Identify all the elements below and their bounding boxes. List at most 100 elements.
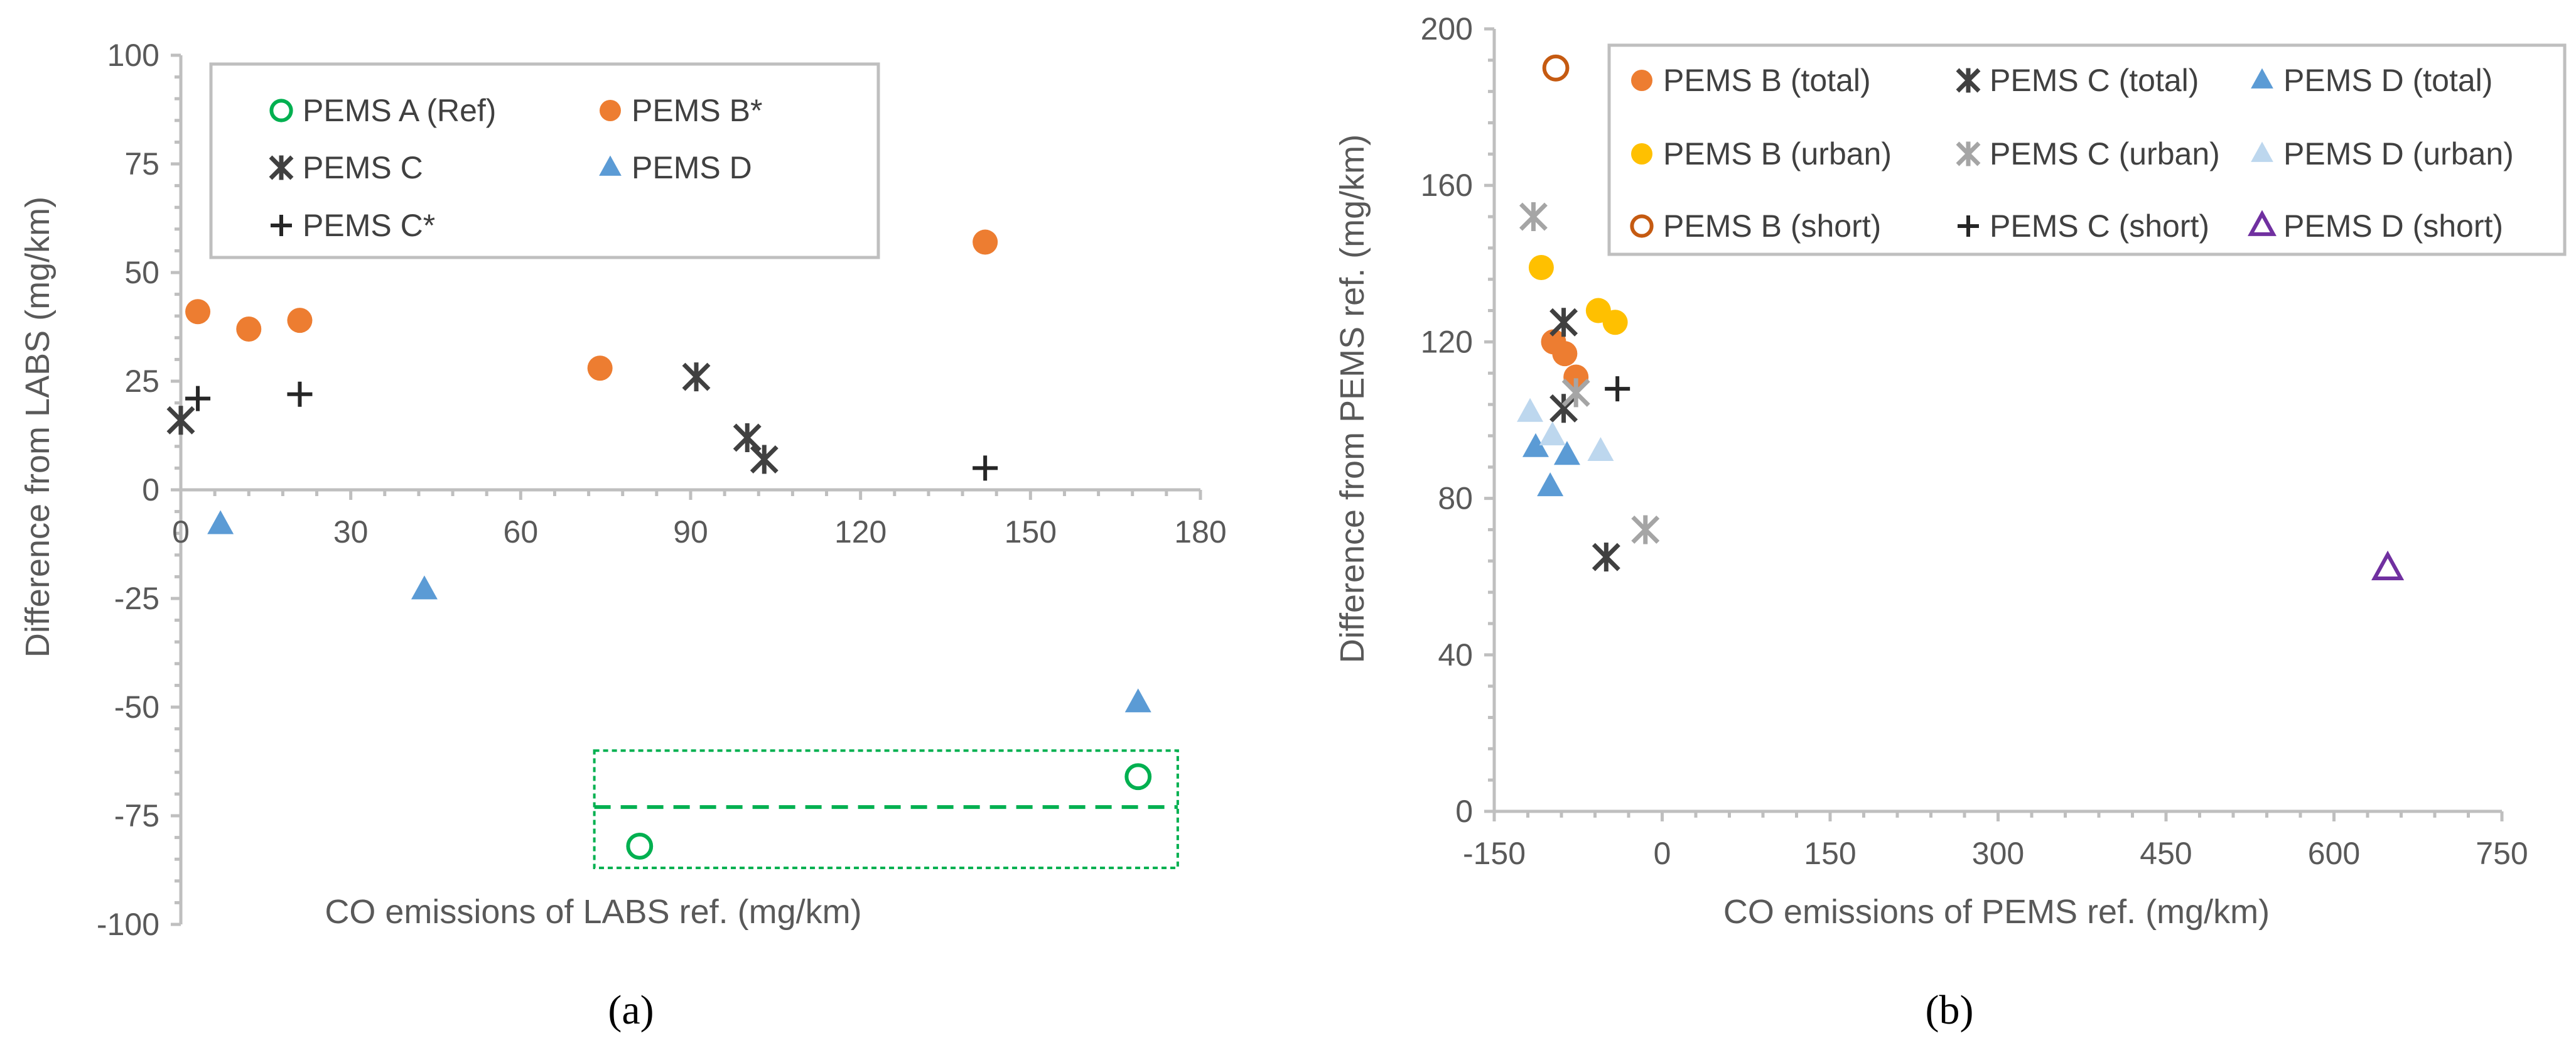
legend-label-pems-c: PEMS C	[303, 150, 423, 185]
y-tick-label: -75	[114, 798, 159, 833]
legend-label-pems-c-total: PEMS C (total)	[1990, 63, 2199, 98]
x-tick-label: 150	[1804, 836, 1856, 871]
data-point-pems-b-total	[1552, 341, 1578, 367]
legend-marker-pems-b-short	[1630, 214, 1654, 238]
legend-label-pems-b-short: PEMS B (short)	[1663, 208, 1881, 244]
legend-label-pems-a-ref: PEMS A (Ref)	[303, 93, 496, 128]
legend-marker-pems-c-total	[1956, 68, 1981, 93]
y-tick-label: 40	[1438, 637, 1473, 673]
legend-label-pems-b-total: PEMS B (total)	[1663, 63, 1871, 98]
x-tick-label: 600	[2308, 836, 2360, 871]
y-tick-label: 0	[1455, 794, 1473, 829]
data-point-pems-b	[185, 299, 211, 325]
legend-marker-pems-d-urban	[2251, 141, 2273, 162]
legend-label-pems-b-urban: PEMS B (urban)	[1663, 136, 1892, 171]
data-point-pems-b-urban	[1602, 310, 1628, 335]
x-axis-title: CO emissions of PEMS ref. (mg/km)	[1723, 893, 2270, 931]
y-tick-label: 160	[1421, 168, 1473, 203]
caption-a: (a)	[608, 987, 654, 1033]
legend-box	[209, 62, 880, 259]
chart-b: 0 40 80 120 160 200 -150 0 150 300 450 600 750 CO emi…	[1334, 11, 2567, 931]
legend-marker-pems-d-short	[2248, 210, 2277, 236]
legend-box	[1607, 43, 2567, 256]
legend-label-pems-c-urban: PEMS C (urban)	[1990, 136, 2220, 171]
y-tick-label: 0	[142, 472, 159, 507]
data-point-pems-d-short	[2371, 550, 2405, 580]
y-tick-label: 50	[124, 255, 159, 290]
legend-marker-pems-c-urban	[1956, 141, 1981, 166]
data-point-pems-d	[1124, 688, 1151, 713]
legend-marker-pems-d	[599, 155, 622, 176]
y-tick-label: 80	[1438, 481, 1473, 516]
legend-marker-pems-b	[600, 100, 621, 121]
data-point-pems-c	[733, 423, 762, 452]
y-tick-label: -100	[97, 907, 159, 942]
x-tick-label: 120	[834, 514, 887, 549]
legend-label-pems-c-short: PEMS C (short)	[1990, 208, 2209, 244]
y-axis-title: Difference from PEMS ref. (mg/km)	[1334, 134, 1371, 663]
x-tick-label: 0	[1654, 836, 1671, 871]
data-point-pems-b-short	[1542, 54, 1570, 82]
data-point-pems-d-total	[1522, 433, 1549, 457]
legend-label-pems-b: PEMS B*	[632, 93, 762, 128]
y-axis-title: Difference from LABS (mg/km)	[19, 197, 57, 658]
legend-label-pems-d: PEMS D	[632, 150, 752, 185]
legend-label-pems-c: PEMS C*	[303, 208, 435, 243]
x-tick-label: 750	[2476, 836, 2528, 871]
data-point-pems-c-urban	[1631, 515, 1660, 544]
data-point-pems-b	[973, 229, 998, 255]
data-point-pems-c-short	[1605, 376, 1630, 402]
legend-marker-pems-a-ref	[269, 99, 293, 122]
data-point-pems-a-ref	[626, 833, 654, 860]
data-point-pems-d-total	[1553, 441, 1580, 465]
data-point-pems-d-urban	[1587, 437, 1614, 462]
data-point-pems-d-total	[1537, 472, 1564, 497]
x-tick-label: 300	[1972, 836, 2024, 871]
legend-label-pems-d-short: PEMS D (short)	[2283, 208, 2503, 244]
data-point-pems-c-total	[1592, 543, 1620, 572]
data-point-pems-c	[287, 381, 313, 407]
data-point-pems-a-ref	[1124, 763, 1152, 791]
data-point-pems-c-urban	[1519, 202, 1548, 232]
y-tick-label: 25	[124, 364, 159, 399]
x-tick-label: -150	[1463, 836, 1526, 871]
data-point-pems-b	[236, 316, 262, 342]
x-tick-label: 0	[172, 514, 190, 549]
data-point-pems-d	[207, 510, 234, 534]
data-point-pems-d-urban	[1517, 398, 1544, 422]
x-tick-label: 450	[2140, 836, 2192, 871]
data-point-pems-c-total	[1549, 308, 1578, 337]
legend-label-pems-d-urban: PEMS D (urban)	[2283, 136, 2514, 171]
legend-marker-pems-b-urban	[1631, 143, 1652, 165]
y-tick-label: 75	[124, 146, 159, 181]
x-tick-label: 90	[673, 514, 708, 549]
data-point-pems-b-urban	[1528, 255, 1554, 281]
data-point-pems-c	[750, 445, 779, 474]
data-point-pems-c	[973, 455, 998, 481]
y-tick-label: -25	[114, 581, 159, 616]
legend-marker-pems-b-total	[1631, 70, 1652, 91]
legend-label-pems-d-total: PEMS D (total)	[2283, 63, 2492, 98]
legend-marker-pems-d-total	[2251, 68, 2273, 89]
legend-marker-pems-c	[269, 155, 294, 180]
x-tick-label: 180	[1174, 514, 1226, 549]
y-tick-label: -50	[114, 690, 159, 725]
x-tick-label: 30	[333, 514, 369, 549]
data-point-pems-c	[682, 362, 711, 392]
legend-marker-pems-c-short	[1958, 215, 1979, 237]
x-axis-title: CO emissions of LABS ref. (mg/km)	[325, 893, 861, 931]
reference-range-box	[593, 749, 1179, 870]
y-tick-label: 200	[1421, 11, 1473, 46]
x-tick-label: 150	[1005, 514, 1057, 549]
y-tick-label: 120	[1421, 324, 1473, 359]
caption-b: (b)	[1926, 987, 1974, 1033]
data-point-pems-c	[166, 406, 195, 435]
data-point-pems-d	[411, 575, 438, 600]
x-tick-label: 60	[504, 514, 539, 549]
data-point-pems-c	[185, 386, 211, 411]
y-tick-label: 100	[107, 38, 159, 73]
chart-a: -100 -75 -50 -25 0 25 50 75 100 0 30 60 90 120 150 180 C…	[19, 38, 1227, 942]
data-point-pems-b	[287, 308, 313, 333]
data-point-pems-c-urban	[1561, 378, 1590, 408]
